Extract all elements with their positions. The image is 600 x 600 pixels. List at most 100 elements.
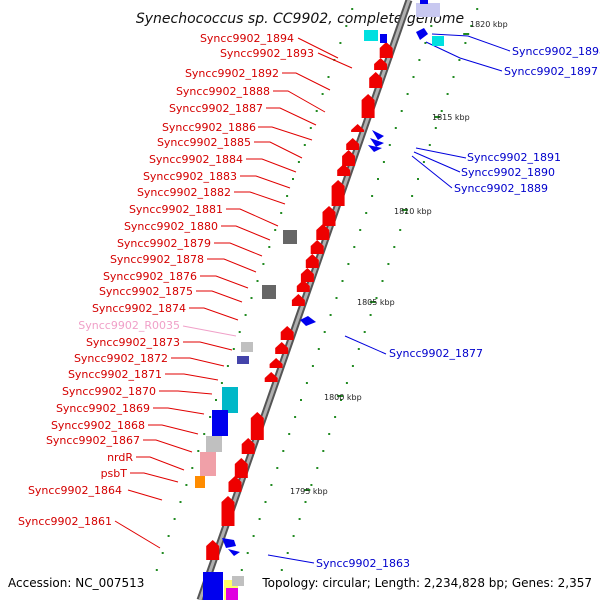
tick-mark [203, 433, 206, 435]
red-gene-arrow[interactable] [337, 164, 351, 176]
cyan-feature[interactable] [432, 36, 444, 46]
kbp-label: 1805 kbp [357, 298, 395, 307]
red-gene-arrow[interactable] [322, 206, 336, 226]
tick-mark [240, 569, 243, 571]
gene-label[interactable]: Syncc9902_1887 [169, 102, 263, 115]
gene-label[interactable]: Syncc9902_1867 [46, 434, 140, 447]
gene-label[interactable]: Syncc9902_1876 [103, 270, 197, 283]
gene-label[interactable]: Syncc9902_1894 [200, 32, 294, 45]
red-gene-arrow[interactable] [300, 268, 314, 282]
gene-label[interactable]: Syncc9902_1889 [454, 182, 548, 195]
gray-feature[interactable] [262, 285, 276, 299]
pink-feature[interactable] [200, 452, 216, 476]
red-gene-arrow[interactable] [234, 458, 248, 478]
red-gene-arrow[interactable] [346, 138, 360, 150]
lavender-feature[interactable] [416, 3, 440, 17]
gene-label[interactable]: Syncc9902_1879 [117, 237, 211, 250]
red-gene-arrow[interactable] [361, 94, 375, 118]
gene-label[interactable]: Syncc9902_1877 [389, 347, 483, 360]
gene-label[interactable]: Syncc9902_1893 [220, 47, 314, 60]
gray-feature[interactable] [232, 576, 244, 586]
red-gene-arrow[interactable] [269, 358, 283, 368]
gene-label[interactable]: Syncc9902_1897 [504, 65, 598, 78]
red-gene-arrow[interactable] [291, 294, 305, 306]
blue-gene-arrow[interactable] [372, 130, 384, 140]
gene-label[interactable]: Syncc9902_1878 [110, 253, 204, 266]
gene-label[interactable]: Syncc9902_1888 [176, 85, 270, 98]
gene-label[interactable]: Syncc9902_1898 [512, 45, 600, 58]
kbp-label: 1815 kbp [432, 113, 470, 122]
gene-label[interactable]: Syncc9902_1868 [51, 419, 145, 432]
gene-label[interactable]: Syncc9902_1892 [185, 67, 279, 80]
gene-label[interactable]: Syncc9902_1870 [62, 385, 156, 398]
red-gene-arrow[interactable] [342, 150, 356, 166]
gene-label[interactable]: Syncc9902_1880 [124, 220, 218, 233]
blue-gene-arrow[interactable] [228, 549, 240, 556]
left-gene-labels: Syncc9902_1894 Syncc9902_1893 Syncc9902_… [18, 32, 314, 528]
gene-label[interactable]: Syncc9902_1869 [56, 402, 150, 415]
tick-mark [311, 365, 314, 367]
red-gene-arrow[interactable] [221, 496, 235, 526]
gene-label[interactable]: Syncc9902_1881 [129, 203, 223, 216]
red-gene-arrow[interactable] [351, 124, 365, 132]
red-gene-arrow[interactable] [369, 72, 383, 88]
red-gene-arrow[interactable] [275, 342, 289, 354]
gray-feature[interactable] [283, 230, 297, 244]
tick-mark [209, 416, 212, 418]
cyan-feature[interactable] [364, 30, 378, 41]
gene-label[interactable]: Syncc9902_1874 [92, 302, 186, 315]
red-gene-arrow[interactable] [305, 254, 319, 268]
tick-mark [340, 399, 342, 401]
gene-label[interactable]: Syncc9902_1890 [461, 166, 555, 179]
magenta-feature[interactable] [226, 588, 238, 600]
gene-label[interactable]: Syncc9902_1873 [86, 336, 180, 349]
blue-feature[interactable] [212, 410, 228, 436]
tick-mark [197, 450, 200, 452]
gene-label[interactable]: Syncc9902_1864 [28, 484, 122, 497]
orange-feature[interactable] [195, 476, 205, 488]
red-gene-arrow[interactable] [264, 372, 278, 382]
gene-label[interactable]: Syncc9902_1885 [157, 136, 251, 149]
tick-mark [155, 569, 158, 571]
gene-label[interactable]: psbT [101, 467, 128, 480]
red-gene-arrow[interactable] [316, 224, 330, 240]
red-gene-arrow[interactable] [250, 412, 264, 440]
gene-label[interactable]: Syncc9902_1884 [149, 153, 243, 166]
blue-gene-arrow[interactable] [222, 538, 236, 548]
blue-gene-arrow[interactable] [368, 145, 382, 152]
gene-label[interactable]: Syncc9902_1863 [316, 557, 410, 570]
red-gene-arrow[interactable] [296, 280, 310, 292]
gene-label[interactable]: Syncc9902_1872 [74, 352, 168, 365]
blue-feature[interactable] [380, 34, 387, 43]
red-gene-arrow[interactable] [379, 42, 393, 58]
red-gene-arrow[interactable] [331, 180, 345, 206]
blue-gene-arrow[interactable] [416, 28, 428, 40]
gray-feature[interactable] [241, 342, 253, 352]
purple-feature[interactable] [237, 356, 249, 364]
blue-feature[interactable] [203, 572, 223, 600]
gene-label[interactable]: Syncc9902_1882 [137, 186, 231, 199]
gene-label[interactable]: Syncc9902_1883 [143, 170, 237, 183]
red-gene-arrow[interactable] [241, 438, 255, 454]
red-gene-arrow[interactable] [206, 540, 220, 560]
red-gene-arrow[interactable] [280, 326, 294, 340]
blue-gene-arrow[interactable] [300, 316, 316, 326]
red-gene-arrow[interactable] [374, 58, 388, 70]
red-gene-arrow[interactable] [310, 240, 324, 254]
rna-gene-label[interactable]: Syncc9902_R0035 [78, 319, 180, 332]
blue-gene-arrow[interactable] [370, 138, 384, 147]
red-gene-arrow[interactable] [228, 476, 242, 492]
kbp-scale: 1820 kbp 1815 kbp 1810 kbp 1805 kbp 1800… [290, 20, 508, 496]
blue-feature[interactable] [420, 0, 428, 4]
gene-label[interactable]: nrdR [107, 451, 133, 464]
tick-mark [399, 229, 402, 231]
gray-feature[interactable] [206, 436, 222, 452]
gene-label[interactable]: Syncc9902_1871 [68, 368, 162, 381]
gene-label[interactable]: Syncc9902_1875 [99, 285, 193, 298]
tick-mark [220, 382, 223, 384]
cyan-feature[interactable] [222, 387, 238, 413]
gene-label[interactable]: Syncc9902_1861 [18, 515, 112, 528]
gene-label[interactable]: Syncc9902_1886 [162, 121, 256, 134]
gene-label[interactable]: Syncc9902_1891 [467, 151, 561, 164]
tick-mark [288, 433, 291, 435]
